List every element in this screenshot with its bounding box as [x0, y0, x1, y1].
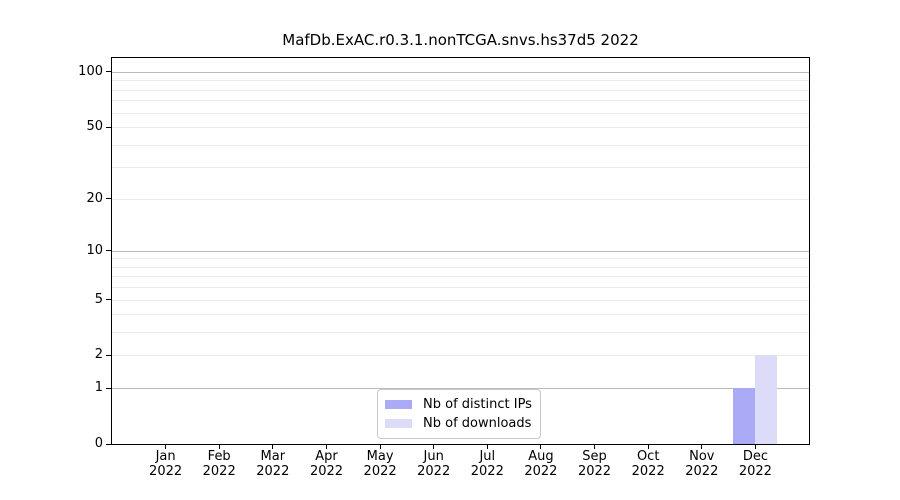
minor-gridline-6 — [112, 287, 809, 289]
x-tick-feb-2022 — [218, 445, 220, 449]
y-tick-label-0: 0 — [94, 436, 103, 451]
major-gridline-1 — [112, 388, 809, 390]
y-tick-1 — [106, 387, 111, 389]
x-label-month: Dec — [742, 449, 768, 464]
x-label-year: 2022 — [149, 464, 183, 479]
minor-gridline-2 — [112, 355, 809, 357]
x-tick-nov-2022 — [701, 445, 703, 449]
x-label-month: Mar — [260, 449, 286, 464]
minor-gridline-7 — [112, 276, 809, 278]
x-tick-label-mar-2022: Mar 2022 — [243, 449, 303, 479]
x-tick-aug-2022 — [540, 445, 542, 449]
legend-swatch-nb-of-distinct-ips — [385, 399, 412, 409]
legend-item-nb-of-downloads: Nb of downloads — [385, 415, 531, 431]
x-tick-may-2022 — [379, 445, 381, 449]
legend-item-nb-of-distinct-ips: Nb of distinct IPs — [385, 396, 532, 412]
y-tick-20 — [106, 198, 111, 199]
x-label-year: 2022 — [524, 464, 558, 479]
x-tick-jan-2022 — [165, 445, 167, 449]
y-tick-100 — [106, 71, 111, 73]
minor-gridline-3 — [112, 332, 809, 334]
x-tick-label-jul-2022: Jul 2022 — [457, 449, 517, 479]
legend: Nb of distinct IPs Nb of downloads — [377, 389, 541, 439]
x-label-month: Apr — [315, 449, 338, 464]
x-label-year: 2022 — [685, 464, 719, 479]
x-label-month: Feb — [207, 449, 231, 464]
x-tick-label-dec-2022: Dec 2022 — [725, 449, 785, 479]
legend-swatch-nb-of-downloads — [385, 418, 412, 428]
x-label-year: 2022 — [470, 464, 504, 479]
plot-area — [111, 57, 810, 445]
x-tick-label-sep-2022: Sep 2022 — [565, 449, 625, 479]
x-label-month: Oct — [636, 449, 660, 464]
minor-gridline-70 — [112, 100, 809, 102]
x-label-month: Jun — [423, 449, 444, 464]
minor-gridline-50 — [112, 127, 809, 128]
y-tick-label-50: 50 — [86, 119, 103, 134]
y-tick-2 — [106, 354, 111, 356]
minor-gridline-20 — [112, 198, 809, 200]
x-label-month: Jan — [155, 449, 176, 464]
y-tick-label-5: 5 — [94, 291, 103, 307]
x-label-month: Sep — [582, 449, 607, 464]
x-label-year: 2022 — [363, 464, 397, 479]
x-tick-label-apr-2022: Apr 2022 — [297, 449, 357, 479]
x-label-year: 2022 — [256, 464, 290, 479]
y-tick-label-10: 10 — [86, 242, 103, 258]
major-gridline-10 — [112, 250, 809, 252]
minor-gridline-9 — [112, 258, 809, 260]
x-tick-sep-2022 — [594, 445, 595, 449]
minor-gridline-4 — [112, 314, 809, 316]
x-tick-label-aug-2022: Aug 2022 — [511, 449, 571, 479]
y-tick-0 — [106, 443, 111, 445]
x-tick-label-jun-2022: Jun 2022 — [404, 449, 464, 479]
chart-title: MafDb.ExAC.r0.3.1.nonTCGA.snvs.hs37d5 20… — [282, 31, 639, 49]
minor-gridline-40 — [112, 144, 809, 146]
minor-gridline-90 — [112, 80, 809, 82]
x-label-month: Jul — [479, 449, 496, 464]
x-label-year: 2022 — [417, 464, 451, 479]
x-tick-label-may-2022: May 2022 — [350, 449, 410, 479]
x-label-year: 2022 — [202, 464, 236, 479]
x-tick-dec-2022 — [754, 445, 756, 449]
minor-gridline-8 — [112, 266, 809, 268]
y-tick-label-100: 100 — [78, 63, 103, 79]
x-tick-label-nov-2022: Nov 2022 — [672, 449, 732, 479]
minor-gridline-30 — [112, 167, 809, 169]
x-tick-label-jan-2022: Jan 2022 — [136, 449, 196, 479]
x-label-year: 2022 — [738, 464, 772, 479]
y-tick-label-20: 20 — [86, 190, 103, 206]
bar-nb-of-distinct-ips-dec-2022 — [733, 388, 756, 444]
minor-gridline-5 — [112, 299, 809, 301]
y-tick-10 — [106, 250, 111, 252]
x-tick-apr-2022 — [326, 445, 327, 449]
legend-label-nb-of-distinct-ips: Nb of distinct IPs — [423, 396, 532, 412]
minor-gridline-60 — [112, 112, 809, 114]
y-tick-50 — [106, 126, 111, 128]
x-label-month: May — [366, 449, 394, 464]
y-tick-5 — [106, 299, 111, 300]
x-label-year: 2022 — [577, 464, 612, 479]
x-label-year: 2022 — [631, 464, 665, 479]
y-tick-label-1: 1 — [94, 380, 103, 396]
major-gridline-100 — [112, 71, 809, 73]
x-label-month: Nov — [689, 449, 715, 464]
bar-nb-of-downloads-dec-2022 — [755, 355, 778, 444]
y-tick-label-2: 2 — [94, 347, 103, 363]
x-tick-label-feb-2022: Feb 2022 — [189, 449, 249, 479]
x-tick-oct-2022 — [647, 445, 649, 449]
x-tick-jun-2022 — [433, 445, 435, 449]
x-tick-label-oct-2022: Oct 2022 — [618, 449, 678, 479]
x-tick-jul-2022 — [486, 445, 488, 449]
legend-label-nb-of-downloads: Nb of downloads — [423, 415, 532, 431]
x-tick-mar-2022 — [272, 445, 274, 449]
minor-gridline-80 — [112, 89, 809, 91]
x-label-year: 2022 — [309, 464, 344, 479]
x-label-month: Aug — [528, 449, 554, 464]
